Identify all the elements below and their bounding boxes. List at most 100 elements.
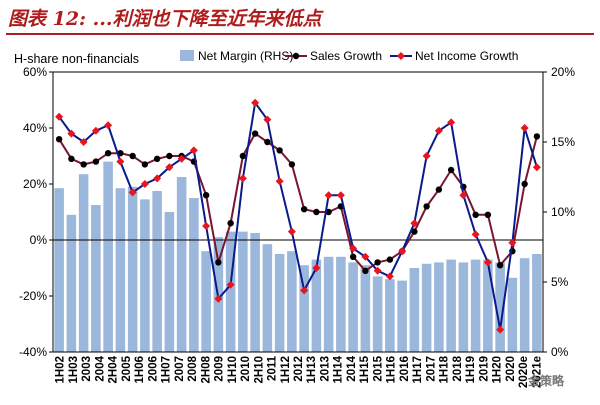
point-sales-growth xyxy=(276,147,283,154)
point-sales-growth xyxy=(386,256,394,263)
point-sales-growth xyxy=(313,208,320,216)
x-tick-label: 1H07 xyxy=(161,356,173,384)
point-sales-growth xyxy=(423,203,430,210)
point-net-income-growth xyxy=(447,118,456,127)
bar-net-margin xyxy=(287,251,297,352)
point-sales-growth xyxy=(472,211,479,218)
point-net-income-growth xyxy=(508,238,517,247)
point-sales-growth xyxy=(129,152,136,160)
x-tick-label: 1H16 xyxy=(386,356,398,384)
bar-net-margin xyxy=(385,279,395,352)
x-tick-label: 2008 xyxy=(187,355,199,381)
legend-marker-net-income-growth xyxy=(397,52,405,60)
bar-net-margin xyxy=(78,174,89,352)
point-net-income-growth xyxy=(361,252,370,261)
x-tick-label: 2020 xyxy=(505,356,517,382)
point-net-income-growth xyxy=(251,98,260,107)
right-tick-label: 15% xyxy=(551,135,575,149)
x-tick-label: 2012 xyxy=(293,356,305,382)
point-sales-growth xyxy=(80,161,87,168)
x-tick-label: 2009 xyxy=(214,356,226,382)
point-net-income-growth xyxy=(165,163,174,172)
x-tick-label: 2007 xyxy=(174,356,186,382)
bar-net-margin xyxy=(238,231,248,352)
point-net-income-growth xyxy=(91,126,100,135)
bar-net-margin xyxy=(446,259,456,352)
point-sales-growth xyxy=(215,259,222,266)
legend-label-net-margin: Net Margin (RHS) xyxy=(198,49,293,63)
point-sales-growth xyxy=(362,267,369,274)
point-net-income-growth xyxy=(398,247,407,256)
x-tick-label: 2013 xyxy=(319,356,331,382)
point-net-income-growth xyxy=(55,112,64,121)
x-tick-label: 2004 xyxy=(94,355,106,381)
point-net-income-growth xyxy=(202,222,211,230)
point-net-income-growth xyxy=(373,266,382,275)
bar-net-margin xyxy=(152,191,162,352)
bar-net-margin xyxy=(311,259,322,352)
point-net-income-growth xyxy=(153,174,162,183)
figure-title: 图表 12: ...利润也下降至近年来低点 xyxy=(8,8,322,30)
chart-subtitle: H-share non-financials xyxy=(14,52,139,66)
point-net-income-growth xyxy=(422,152,431,160)
point-sales-growth xyxy=(435,186,443,193)
line-series xyxy=(55,98,541,334)
point-sales-growth xyxy=(349,253,357,260)
bar-net-margin xyxy=(176,177,187,352)
right-tick-label: 20% xyxy=(551,65,575,79)
point-net-income-growth xyxy=(434,126,443,135)
bar-net-margin xyxy=(483,259,493,352)
x-tick-label: 1H02 xyxy=(55,356,67,384)
point-net-income-growth xyxy=(67,129,76,138)
bar-net-margin xyxy=(250,233,260,352)
x-tick-label: 1H19 xyxy=(465,356,477,384)
x-tick-label: 2011 xyxy=(267,355,279,381)
x-tick-label: 1H15 xyxy=(359,355,371,383)
x-tick-label: 2H08 xyxy=(200,355,212,383)
x-tick-label: 2005 xyxy=(121,355,133,381)
bar-net-margin xyxy=(348,262,358,352)
point-sales-growth xyxy=(447,166,455,174)
point-sales-growth xyxy=(104,150,112,157)
point-sales-growth xyxy=(251,130,259,137)
watermark-text: 金策略 xyxy=(528,374,565,388)
point-net-income-growth xyxy=(483,258,492,267)
legend: Net Margin (RHS) Sales Growth Net Income G… xyxy=(180,49,518,63)
right-tick-label: 0% xyxy=(551,345,569,359)
point-net-income-growth xyxy=(496,325,505,334)
bar-net-margin xyxy=(470,259,481,352)
point-sales-growth xyxy=(68,155,75,162)
point-sales-growth xyxy=(300,206,308,213)
x-tick-label: 2021e xyxy=(531,356,543,388)
left-tick-label: -40% xyxy=(19,345,47,359)
point-net-income-growth xyxy=(128,188,137,197)
bar-net-margin xyxy=(532,254,542,352)
point-sales-growth xyxy=(288,161,296,168)
point-net-income-growth xyxy=(226,280,235,289)
point-net-income-growth xyxy=(104,121,113,130)
point-sales-growth xyxy=(264,138,271,146)
x-tick-label: 1H13 xyxy=(306,356,318,384)
bar-net-margin xyxy=(507,277,518,352)
x-tick-label: 2017 xyxy=(425,356,437,382)
bar-net-margin xyxy=(434,262,444,352)
right-tick-label: 10% xyxy=(551,205,575,219)
bar-net-margin xyxy=(495,262,505,352)
x-tick-label: 2015 xyxy=(372,355,384,381)
point-net-income-growth xyxy=(324,191,333,200)
bar-net-margin xyxy=(164,212,175,352)
point-net-income-growth xyxy=(116,157,125,166)
x-tick-label: 2010 xyxy=(240,356,252,382)
x-tick-label: 2006 xyxy=(147,356,159,382)
point-sales-growth xyxy=(496,262,504,269)
point-net-income-growth xyxy=(177,154,186,163)
x-tick-label: 1H06 xyxy=(134,356,146,384)
point-sales-growth xyxy=(411,228,418,235)
point-sales-growth xyxy=(239,152,247,160)
x-tick-label: 1H20 xyxy=(492,356,504,384)
point-net-income-growth xyxy=(410,219,419,228)
bar-net-margin xyxy=(91,205,101,352)
bar-net-margin xyxy=(409,268,420,352)
bar-net-margin xyxy=(360,265,371,352)
